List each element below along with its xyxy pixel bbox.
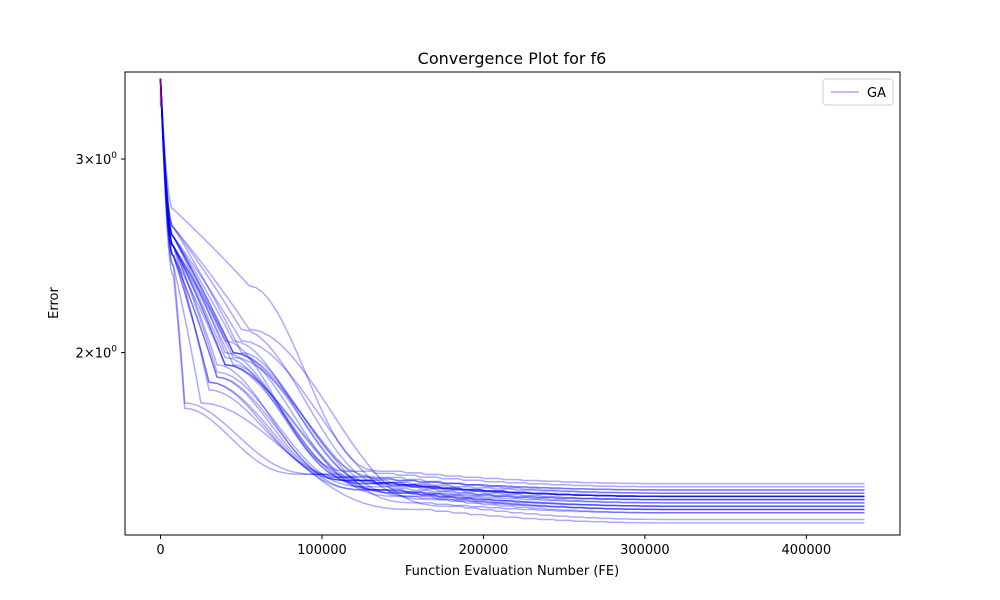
series-line-21 — [159, 78, 865, 511]
series-line-26 — [159, 78, 865, 521]
y-axis-label: Error — [47, 287, 62, 319]
series-line-15 — [159, 78, 865, 501]
series-line-7 — [159, 78, 865, 498]
series-line-18 — [159, 78, 865, 507]
series-line-25 — [159, 78, 865, 514]
y-axis: 2×100 3×100 — [76, 151, 125, 362]
series-line-23 — [159, 78, 865, 511]
x-tick-label: 300000 — [620, 543, 670, 558]
series-layer — [159, 78, 865, 524]
series-line-16 — [159, 78, 865, 504]
series-line-19 — [159, 78, 865, 507]
series-line-8 — [159, 78, 865, 498]
legend-label-ga: GA — [867, 86, 886, 101]
series-line-27 — [159, 78, 865, 524]
series-line-9 — [159, 78, 865, 498]
x-axis: 0 100000 200000 300000 400000 — [156, 535, 831, 558]
series-line-12 — [159, 78, 865, 498]
y-tick-label: 2×100 — [76, 345, 118, 362]
y-tick-label: 3×100 — [76, 151, 118, 168]
x-tick-label: 200000 — [459, 543, 509, 558]
series-line-4 — [159, 78, 865, 491]
series-line-20 — [159, 78, 865, 507]
legend-box — [822, 78, 894, 106]
plot-frame — [124, 71, 901, 536]
x-tick-label: 100000 — [297, 543, 347, 558]
chart-title: Convergence Plot for f6 — [418, 49, 607, 68]
series-line-1 — [159, 78, 865, 485]
x-axis-label: Function Evaluation Number (FE) — [405, 564, 619, 579]
series-line-17 — [159, 78, 865, 504]
series-line-3 — [159, 78, 865, 491]
x-tick-label: 0 — [156, 543, 164, 558]
series-line-24 — [159, 78, 865, 514]
series-line-22 — [159, 78, 865, 511]
x-tick-label: 400000 — [782, 543, 832, 558]
series-line-10 — [159, 78, 865, 498]
series-line-2 — [159, 78, 865, 488]
legend: GA — [822, 78, 894, 106]
series-line-14 — [159, 78, 865, 501]
series-line-5 — [159, 78, 865, 494]
series-line-11 — [159, 78, 865, 498]
series-line-6 — [159, 78, 865, 494]
series-line-13 — [159, 78, 865, 501]
